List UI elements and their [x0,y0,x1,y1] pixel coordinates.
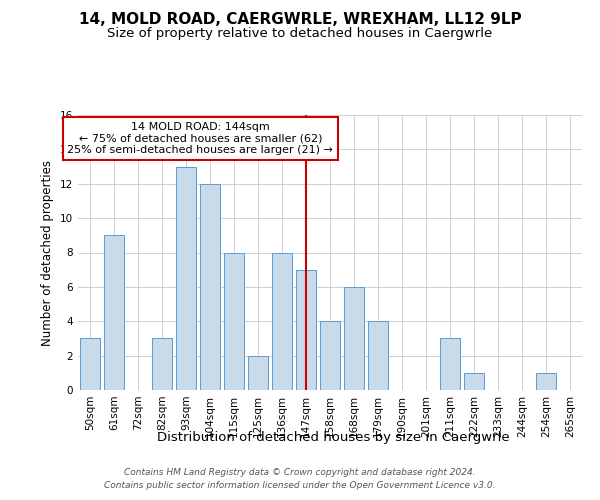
Bar [344,287,364,390]
Bar [152,338,172,390]
Bar [296,270,316,390]
Text: Size of property relative to detached houses in Caergwrle: Size of property relative to detached ho… [107,28,493,40]
Text: 14, MOLD ROAD, CAERGWRLE, WREXHAM, LL12 9LP: 14, MOLD ROAD, CAERGWRLE, WREXHAM, LL12 … [79,12,521,28]
Bar [224,252,244,390]
Text: Contains HM Land Registry data © Crown copyright and database right 2024.: Contains HM Land Registry data © Crown c… [124,468,476,477]
Bar [176,166,196,390]
Bar [464,373,484,390]
Bar [320,322,340,390]
Bar [536,373,556,390]
Bar [80,338,100,390]
Bar [104,236,124,390]
Bar [272,252,292,390]
Bar [368,322,388,390]
Bar [440,338,460,390]
Text: 14 MOLD ROAD: 144sqm
← 75% of detached houses are smaller (62)
25% of semi-detac: 14 MOLD ROAD: 144sqm ← 75% of detached h… [67,122,334,155]
Bar [248,356,268,390]
Y-axis label: Number of detached properties: Number of detached properties [41,160,55,346]
Bar [200,184,220,390]
Text: Contains public sector information licensed under the Open Government Licence v3: Contains public sector information licen… [104,482,496,490]
Text: Distribution of detached houses by size in Caergwrle: Distribution of detached houses by size … [157,431,509,444]
